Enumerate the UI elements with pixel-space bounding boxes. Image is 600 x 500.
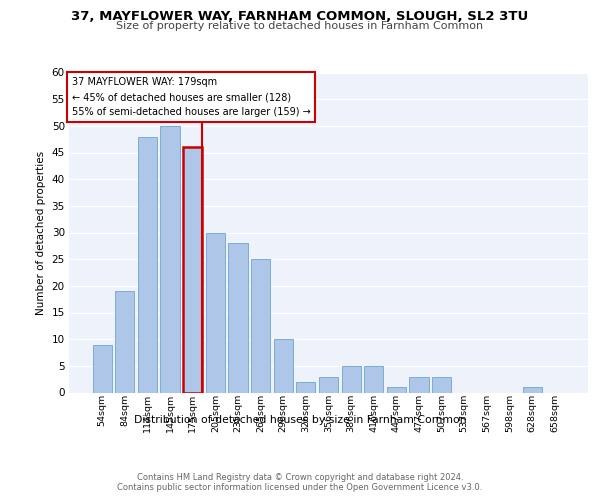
Text: 37 MAYFLOWER WAY: 179sqm
← 45% of detached houses are smaller (128)
55% of semi-: 37 MAYFLOWER WAY: 179sqm ← 45% of detach…: [71, 78, 310, 117]
Bar: [364, 366, 383, 392]
Text: Distribution of detached houses by size in Farnham Common: Distribution of detached houses by size …: [134, 415, 466, 425]
Bar: [206, 232, 225, 392]
Bar: [183, 147, 202, 392]
Text: Contains HM Land Registry data © Crown copyright and database right 2024.: Contains HM Land Registry data © Crown c…: [137, 472, 463, 482]
Text: Size of property relative to detached houses in Farnham Common: Size of property relative to detached ho…: [116, 21, 484, 31]
Bar: [229, 243, 248, 392]
Bar: [296, 382, 316, 392]
Bar: [432, 376, 451, 392]
Y-axis label: Number of detached properties: Number of detached properties: [36, 150, 46, 314]
Bar: [341, 366, 361, 392]
Bar: [160, 126, 180, 392]
Text: Contains public sector information licensed under the Open Government Licence v3: Contains public sector information licen…: [118, 482, 482, 492]
Bar: [319, 376, 338, 392]
Bar: [115, 291, 134, 392]
Bar: [251, 259, 270, 392]
Bar: [138, 136, 157, 392]
Bar: [523, 387, 542, 392]
Bar: [409, 376, 428, 392]
Text: 37, MAYFLOWER WAY, FARNHAM COMMON, SLOUGH, SL2 3TU: 37, MAYFLOWER WAY, FARNHAM COMMON, SLOUG…: [71, 10, 529, 23]
Bar: [387, 387, 406, 392]
Bar: [92, 344, 112, 393]
Bar: [274, 339, 293, 392]
